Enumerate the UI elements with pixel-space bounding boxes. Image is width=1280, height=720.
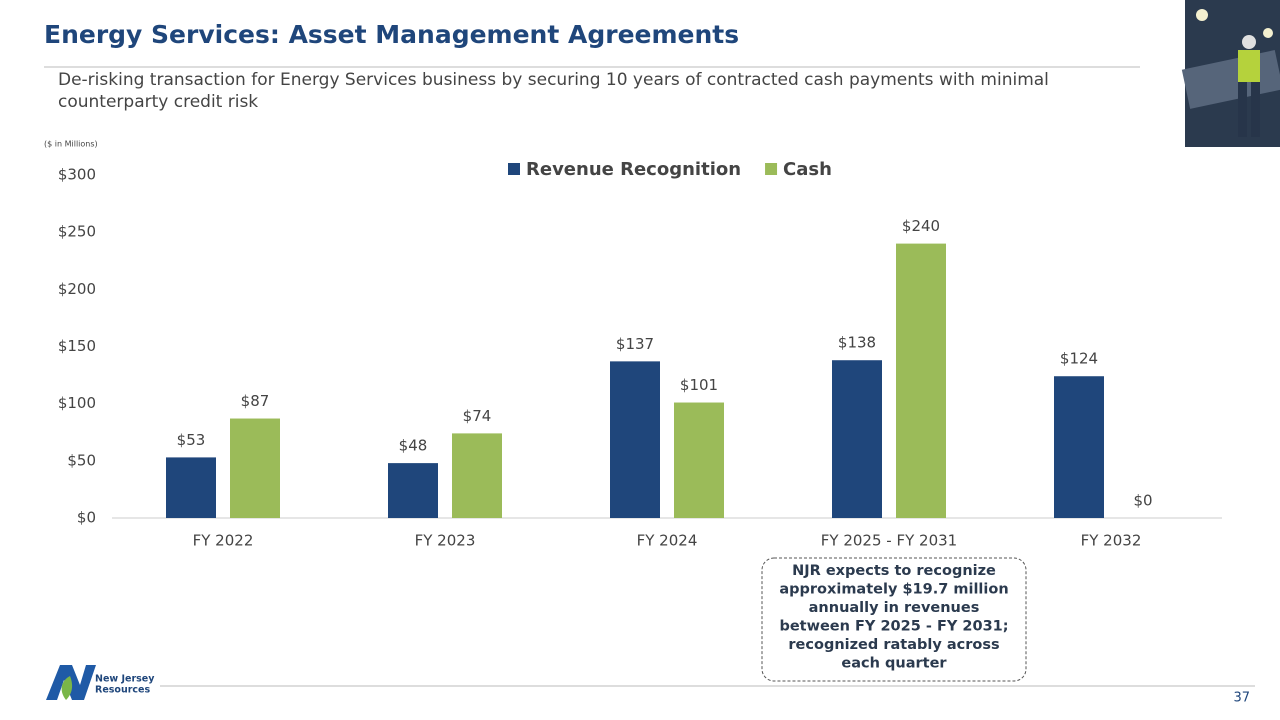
bar (832, 360, 882, 518)
value-label: $101 (680, 376, 718, 394)
y-tick-label: $100 (58, 394, 96, 412)
y-tick-label: $0 (77, 509, 96, 527)
annotation-text: approximately $19.7 million (779, 582, 1008, 598)
y-tick-label: $200 (58, 280, 96, 298)
bar (388, 463, 438, 518)
page-number: 37 (1233, 691, 1250, 706)
value-label: $48 (399, 437, 428, 455)
annotation-box (761, 557, 1027, 682)
bar (610, 361, 660, 518)
annotation-text: annually in revenues (809, 600, 980, 616)
x-tick-label: FY 2022 (193, 532, 254, 550)
logo-text: Resources (95, 685, 150, 696)
value-label: $138 (838, 334, 876, 352)
annotation-text: NJR expects to recognize (792, 563, 996, 579)
x-tick-label: FY 2025 - FY 2031 (821, 532, 957, 550)
value-label: $124 (1060, 350, 1098, 368)
annotation-text: each quarter (841, 656, 947, 672)
logo-text: New Jersey (95, 674, 155, 685)
value-label: $53 (177, 431, 206, 449)
y-tick-label: $250 (58, 223, 96, 241)
slide-title: Energy Services: Asset Management Agreem… (44, 20, 739, 49)
bar (1054, 376, 1104, 518)
legend-label: Revenue Recognition (526, 159, 741, 180)
y-tick-label: $300 (58, 166, 96, 184)
value-label: $87 (241, 392, 270, 410)
annotation-text: recognized ratably across (788, 637, 999, 653)
bar (452, 433, 502, 518)
bar (674, 402, 724, 518)
photo (1181, 0, 1280, 147)
unit-note: ($ in Millions) (44, 140, 98, 149)
legend-swatch (765, 163, 778, 175)
bar (230, 418, 280, 518)
y-tick-label: $150 (58, 337, 96, 355)
x-tick-label: FY 2032 (1081, 532, 1142, 550)
subtitle: De-risking transaction for Energy Servic… (58, 70, 1049, 90)
value-label: $137 (616, 335, 654, 353)
x-tick-label: FY 2024 (637, 532, 698, 550)
value-label: $240 (902, 217, 940, 235)
value-label: $74 (463, 407, 492, 425)
value-label: $0 (1133, 492, 1152, 510)
logo (46, 665, 96, 700)
bar (166, 457, 216, 518)
bar (896, 243, 946, 518)
legend-label: Cash (783, 159, 832, 180)
legend-swatch (508, 163, 520, 175)
y-tick-label: $50 (67, 451, 96, 469)
subtitle: counterparty credit risk (58, 92, 258, 112)
x-tick-label: FY 2023 (415, 532, 476, 550)
annotation-text: between FY 2025 - FY 2031; (779, 619, 1008, 635)
